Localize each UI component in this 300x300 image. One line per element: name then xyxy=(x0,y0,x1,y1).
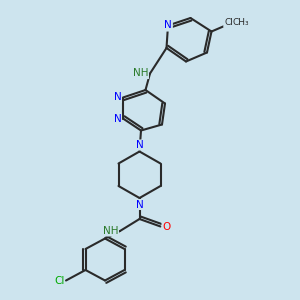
Text: CH₃: CH₃ xyxy=(232,18,249,27)
Text: Cl: Cl xyxy=(54,275,64,286)
Text: N: N xyxy=(114,92,122,103)
Text: N: N xyxy=(164,20,172,31)
Text: N: N xyxy=(114,113,122,124)
Text: N: N xyxy=(136,140,143,150)
Text: O: O xyxy=(162,221,170,232)
Text: N: N xyxy=(136,200,143,209)
Text: CH₃: CH₃ xyxy=(224,18,241,27)
Text: NH: NH xyxy=(103,226,118,236)
Text: NH: NH xyxy=(133,68,148,79)
